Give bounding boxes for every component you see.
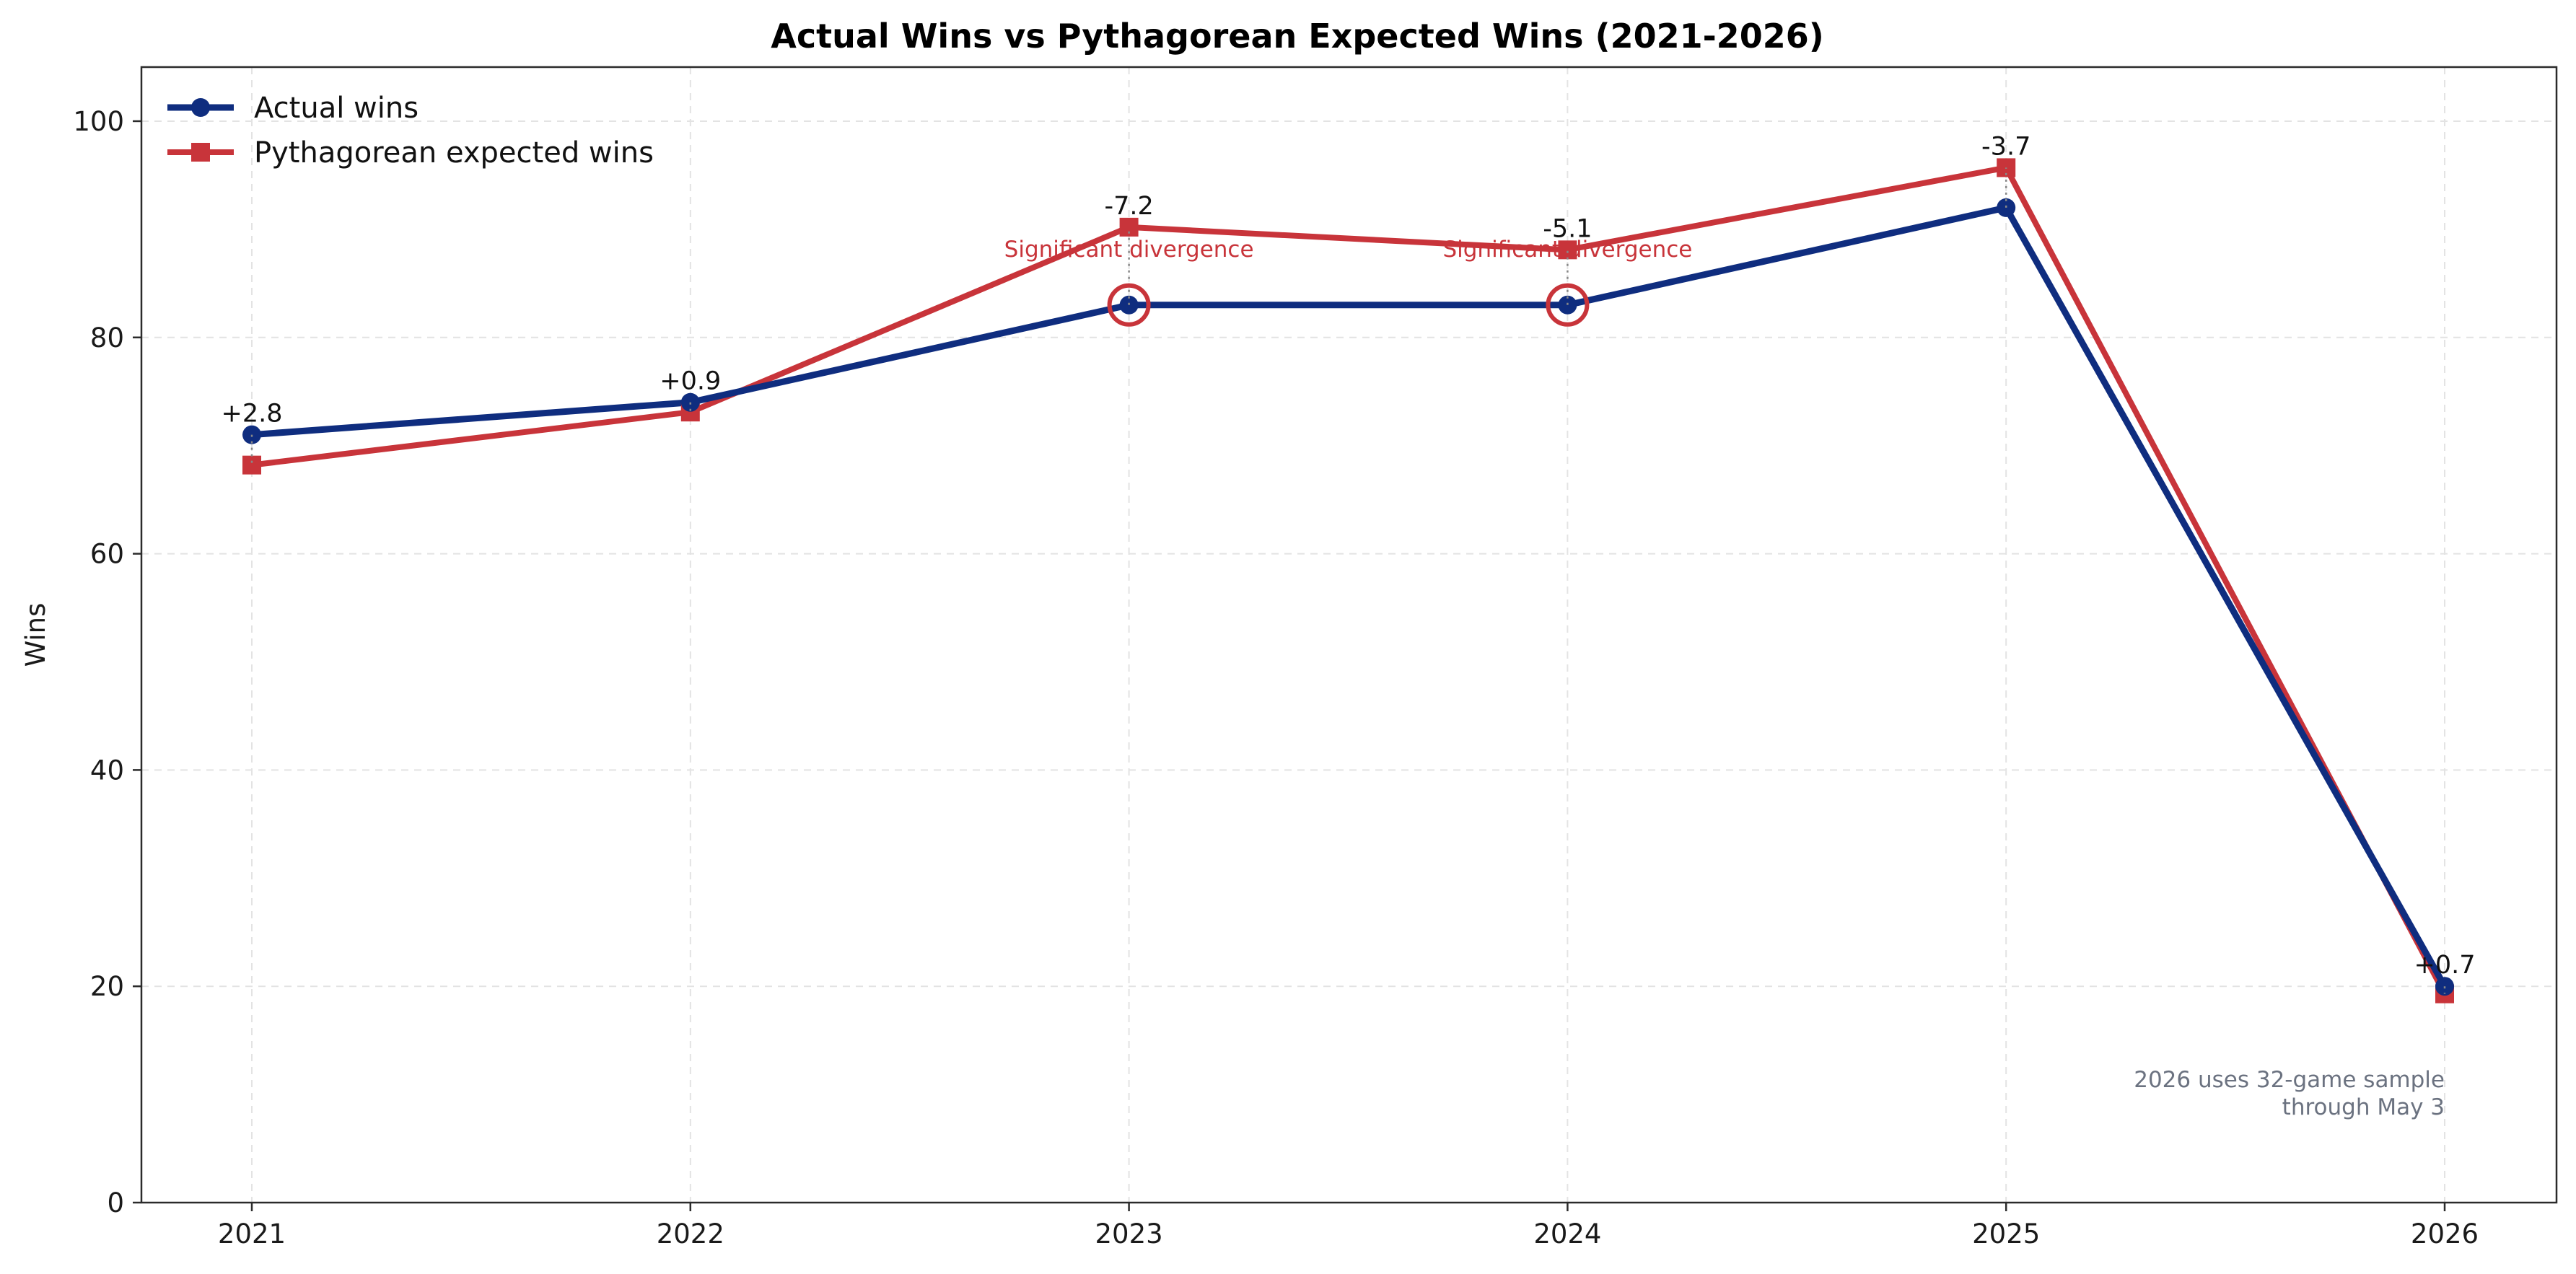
difference-label: +0.9 xyxy=(660,367,721,396)
footnote: 2026 uses 32-game sample through May 3 xyxy=(2134,1067,2445,1120)
data-point-pythagorean xyxy=(1558,240,1577,260)
y-tick-label: 60 xyxy=(90,539,124,570)
legend-marker-pythagorean xyxy=(191,143,210,162)
y-tick-label: 0 xyxy=(107,1187,124,1218)
x-tick-label: 2023 xyxy=(1095,1218,1163,1249)
x-tick-label: 2021 xyxy=(218,1218,286,1249)
difference-label: -5.1 xyxy=(1543,214,1592,243)
y-tick-label: 20 xyxy=(90,971,124,1002)
x-tick-label: 2026 xyxy=(2411,1218,2479,1249)
plot-frame xyxy=(140,66,2558,1204)
x-tick-label: 2024 xyxy=(1533,1218,1601,1249)
annotations: Significant divergence Significant diverg… xyxy=(222,132,2476,994)
series-line-pythagorean xyxy=(251,164,2448,996)
divergence-label: Significant divergence xyxy=(1442,237,1692,263)
y-tick-label: 80 xyxy=(90,322,124,353)
footnote-line: through May 3 xyxy=(2282,1094,2445,1120)
difference-label: +0.7 xyxy=(2414,951,2476,980)
y-tick-label: 100 xyxy=(73,106,124,137)
legend: Actual wins Pythagorean expected wins xyxy=(167,92,654,170)
y-axis-label: Wins xyxy=(20,603,51,667)
difference-label: +2.8 xyxy=(222,400,283,429)
series-lines xyxy=(242,158,2454,1003)
axis-ticks: 0 20 40 60 80 100 2021 2022 2023 2024 2025 2026 xyxy=(73,106,2479,1249)
difference-label: -3.7 xyxy=(1981,132,2030,161)
divergence-ring xyxy=(1546,283,1590,327)
legend-entry-actual: Actual wins xyxy=(167,92,419,125)
x-tick-label: 2025 xyxy=(1972,1218,2040,1249)
x-tick-label: 2022 xyxy=(657,1218,724,1249)
divergence-ring xyxy=(1107,283,1151,327)
legend-label-actual: Actual wins xyxy=(254,92,419,125)
difference-label: -7.2 xyxy=(1104,192,1153,221)
legend-label-pythagorean: Pythagorean expected wins xyxy=(254,136,654,170)
y-tick-label: 40 xyxy=(90,755,124,786)
footnote-line: 2026 uses 32-game sample xyxy=(2134,1067,2445,1093)
series-line-actual xyxy=(251,204,2448,988)
data-point-pythagorean xyxy=(242,455,261,475)
legend-marker-actual xyxy=(191,98,210,117)
divergence-label: Significant divergence xyxy=(1004,237,1254,263)
chart-title: Actual Wins vs Pythagorean Expected Wins… xyxy=(771,17,1823,56)
legend-entry-pythagorean: Pythagorean expected wins xyxy=(167,136,654,170)
